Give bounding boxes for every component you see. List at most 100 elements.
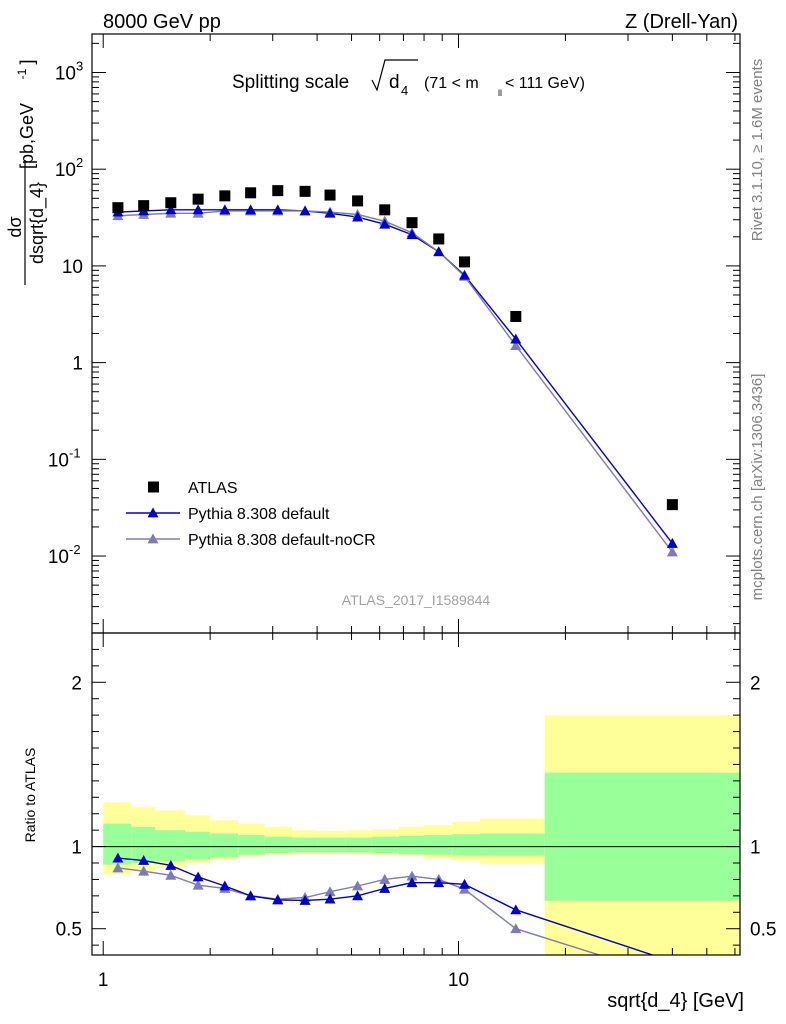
ratio-nocr-point — [324, 886, 336, 897]
atlas-data-point — [510, 310, 522, 322]
ratio-default-point — [406, 877, 418, 888]
pythia-default-point — [192, 204, 204, 215]
header-left: 8000 GeV pp — [103, 11, 221, 33]
y-tick-label-exponent: 2 — [76, 155, 83, 170]
atlas-data-point — [138, 200, 150, 212]
ratio-default-point — [379, 882, 391, 893]
pythia-default-point — [352, 211, 364, 222]
ratio-y-tick-label: 0.5 — [56, 920, 82, 941]
stat-uncertainty-band — [317, 837, 346, 853]
ratio-default-point — [272, 894, 284, 905]
stat-uncertainty-band — [480, 833, 545, 856]
pythia-default-point — [433, 246, 445, 257]
header-right: Z (Drell-Yan) — [625, 11, 738, 33]
y-tick-label-exponent: 3 — [76, 58, 83, 73]
stat-uncertainty-band — [292, 837, 318, 853]
ratio-default-point — [138, 855, 150, 865]
stat-uncertainty-band — [264, 836, 293, 854]
ratio-default-point — [433, 877, 445, 888]
ratio-default-point — [112, 852, 124, 863]
atlas-data-point — [459, 256, 471, 268]
ratio-nocr-point — [667, 973, 678, 983]
ratio-default-point — [459, 878, 471, 889]
y-tick-label-exponent: -2 — [69, 542, 81, 557]
ratio-default-point — [352, 890, 364, 901]
y-axis-label: dσ dsqrt{d_4} [pb,GeV -1 ] — [5, 59, 48, 285]
ratio-nocr-line — [117, 867, 602, 955]
ratio-panel-frame — [91, 632, 741, 956]
stat-uncertainty-band — [398, 835, 425, 854]
stat-uncertainty-band — [544, 772, 740, 901]
atlas-data-point — [245, 187, 257, 199]
pythia-default-point — [510, 333, 522, 344]
pythia-default-point — [666, 537, 678, 548]
stat-uncertainty-band — [131, 826, 156, 863]
plot-title-main: Splitting scale — [232, 72, 349, 93]
atlas-data-point — [219, 190, 231, 202]
ratio-y-tick-label: 2 — [71, 673, 82, 694]
legend: ATLAS Pythia 8.308 default Pythia 8.308 de… — [126, 480, 376, 549]
ratio-default-point — [219, 880, 231, 891]
pythia-nocr-point — [510, 340, 522, 350]
axis-ticks — [92, 34, 740, 955]
ratio-default-point — [667, 956, 678, 966]
ratio-nocr-point — [112, 862, 124, 873]
ratio-y-tick-label-right: 2 — [750, 673, 761, 694]
pythia-default-point — [324, 207, 336, 218]
atlas-data-point — [165, 197, 177, 209]
ylabel-unit: [pb,GeV — [17, 103, 37, 169]
plot-title-cut-prefix: (71 < m — [424, 75, 479, 92]
legend-label: ATLAS — [188, 480, 238, 497]
atlas-data-point — [352, 195, 364, 207]
pythia-default-point — [379, 218, 391, 229]
y-tick-label: 1 — [72, 354, 83, 375]
atlas-data-point — [406, 217, 418, 229]
ratio-nocr-point — [352, 880, 364, 891]
ratio-nocr-point — [192, 879, 204, 890]
ylabel-numerator: dσ — [5, 216, 25, 237]
plot-title: Splitting scale d 4 (71 < m ll < 111 GeV… — [232, 59, 585, 98]
x-tick-label: 10 — [448, 970, 469, 991]
y-tick-label-base: 10 — [55, 63, 76, 84]
legend-atlas-marker — [148, 481, 159, 493]
x-tick-label: 1 — [98, 970, 109, 991]
ratio-axis-label: Ratio to ATLAS — [22, 748, 38, 843]
atlas-data-point — [666, 499, 678, 511]
atlas-data-point — [379, 204, 391, 216]
atlas-data-point — [299, 185, 311, 197]
stat-uncertainty-band — [345, 837, 372, 853]
ratio-default-point — [192, 871, 204, 882]
mcplots-label: mcplots.cern.ch [arXiv:1306.3436] — [749, 374, 766, 601]
analysis-id: ATLAS_2017_I1589844 — [342, 592, 491, 608]
stat-uncertainty-band — [452, 834, 481, 856]
stat-uncertainty-band — [155, 830, 186, 862]
ratio-nocr-point — [406, 870, 418, 881]
ratio-y-tick-label: 1 — [71, 838, 82, 859]
atlas-data-point — [272, 185, 284, 197]
sqrt-symbol-icon — [371, 59, 418, 92]
pythia-default-point — [219, 204, 231, 215]
legend-triangle-marker — [147, 507, 159, 518]
ratio-nocr-point — [138, 865, 150, 876]
ratio-default-point — [324, 893, 336, 904]
y-tick-label-exponent: -1 — [69, 445, 81, 460]
stat-uncertainty-band — [185, 831, 211, 860]
stat-uncertainty-band — [210, 833, 239, 858]
ratio-series-layer — [112, 852, 678, 983]
stat-uncertainty-band — [424, 835, 453, 855]
plot-title-cut-suffix: < 111 GeV) — [505, 75, 585, 92]
plot-title-symbol: d — [389, 72, 400, 93]
x-axis-label: sqrt{d_4} [GeV] — [607, 990, 744, 1012]
plot-title-symbol-sub: 4 — [401, 83, 408, 98]
y-tick-label: 10 — [62, 257, 83, 278]
y-tick-label-base: 10 — [55, 160, 76, 181]
pythia-default-point — [245, 204, 257, 215]
legend-label: Pythia 8.308 default — [188, 506, 330, 523]
pythia-nocr-point — [666, 546, 678, 557]
pythia-nocr-line — [117, 210, 673, 553]
stat-uncertainty-band — [371, 836, 399, 854]
y-tick-label-base: 10 — [48, 450, 69, 471]
ratio-default-point — [245, 890, 257, 901]
plot-title-cut-sub: ll — [498, 88, 502, 98]
